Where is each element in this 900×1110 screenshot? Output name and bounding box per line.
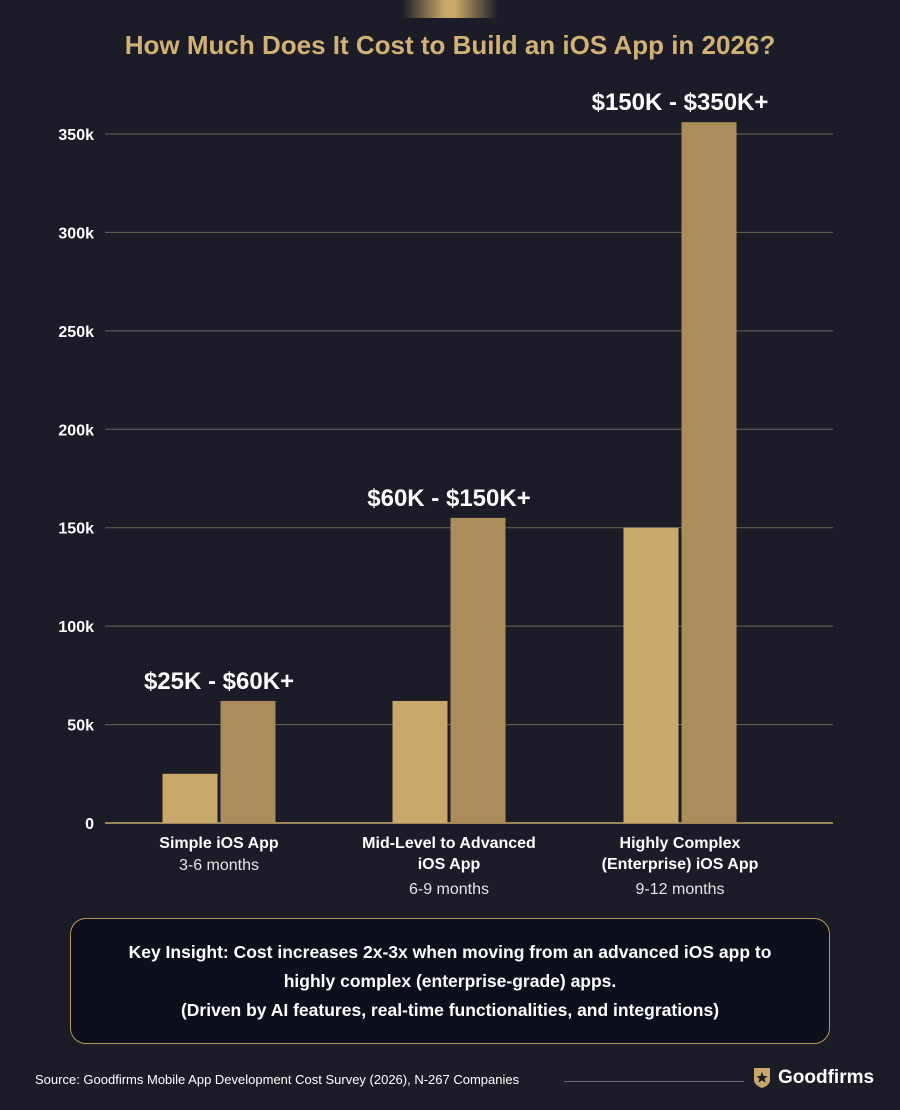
range-data-label: $25K - $60K+ xyxy=(144,668,294,695)
goodfirms-shield-star-icon xyxy=(754,1068,770,1088)
y-tick-label: 300k xyxy=(58,225,94,242)
range-data-label: $60K - $150K+ xyxy=(367,485,530,512)
top-accent-bar xyxy=(402,0,498,18)
y-tick-label: 50k xyxy=(67,718,94,735)
category-duration: 6-9 months xyxy=(409,881,489,898)
bars xyxy=(162,122,737,823)
chart-title: How Much Does It Cost to Build an iOS Ap… xyxy=(124,30,776,60)
category-labels: $25K - $60K+ Simple iOS App 3-6 months $60K… xyxy=(144,89,768,898)
bar-high xyxy=(450,517,506,823)
range-data-label: $150K - $350K+ xyxy=(592,89,769,116)
insight-line-3: (Driven by AI features, real-time functi… xyxy=(180,999,720,1020)
y-tick-label: 0 xyxy=(85,816,94,833)
bar-chart: 0 50k 100k 150k 200k 250k 300k 350k $25K - $60K… xyxy=(58,89,833,898)
insight-line-2: highly complex (enterprise-grade) apps. xyxy=(283,970,617,991)
category-label-line2: iOS App xyxy=(418,856,481,873)
footer: Source: Goodfirms Mobile App Development… xyxy=(0,1062,900,1102)
y-tick-label: 350k xyxy=(58,127,94,144)
category-label-line2: (Enterprise) iOS App xyxy=(602,856,759,873)
insight-line-1: Key Insight: Cost increases 2x-3x when m… xyxy=(128,941,772,962)
category-label: Simple iOS App xyxy=(159,835,279,852)
y-axis-ticks: 0 50k 100k 150k 200k 250k 300k 350k xyxy=(58,127,94,833)
y-tick-label: 100k xyxy=(58,619,94,636)
category-label: Highly Complex xyxy=(620,835,741,852)
y-tick-label: 250k xyxy=(58,324,94,341)
brand-name: Goodfirms xyxy=(778,1067,875,1088)
category-duration: 3-6 months xyxy=(179,857,259,874)
category-duration: 9-12 months xyxy=(636,881,725,898)
bar-high xyxy=(220,700,276,823)
y-tick-label: 150k xyxy=(58,521,94,538)
y-tick-label: 200k xyxy=(58,422,94,439)
footer-divider xyxy=(564,1081,744,1082)
brand-logo: Goodfirms xyxy=(752,1067,874,1089)
category-label: Mid-Level to Advanced xyxy=(362,835,536,852)
source-note: Source: Goodfirms Mobile App Development… xyxy=(35,1072,520,1087)
bar-low xyxy=(162,773,218,823)
bar-low xyxy=(623,527,679,823)
key-insight-box: Key Insight: Cost increases 2x-3x when m… xyxy=(70,918,830,1044)
bar-high xyxy=(681,122,737,823)
bar-low xyxy=(392,700,448,823)
